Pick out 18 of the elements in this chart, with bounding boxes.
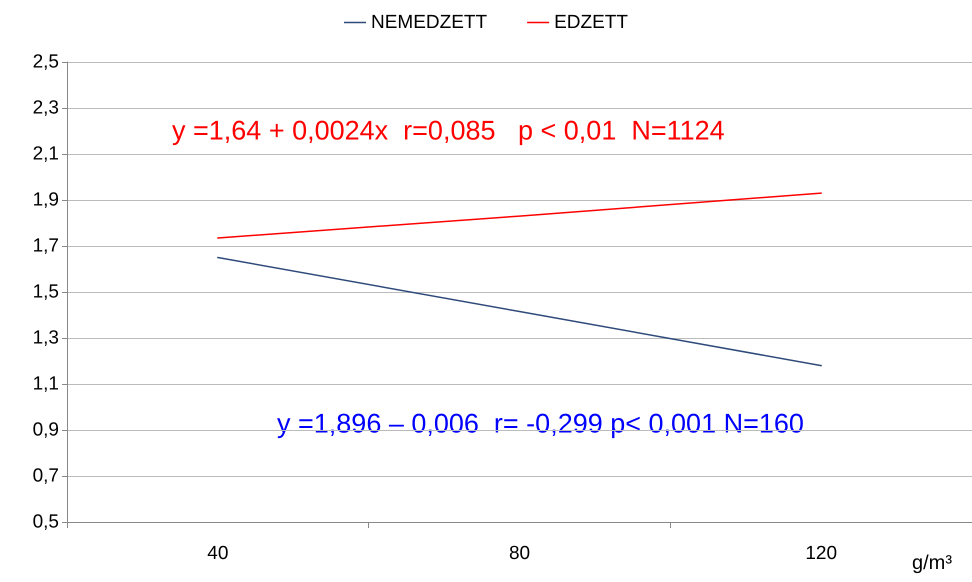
y-tick-label: 2,3 [32, 98, 59, 118]
y-tick-label: 0,5 [32, 512, 59, 532]
annotation: y =1,64 + 0,0024x r=0,085 p < 0,01 N=1124 [172, 116, 725, 146]
y-tick-label: 1,7 [32, 236, 59, 256]
y-tick-label: 1,1 [32, 374, 59, 394]
x-tick-label: 40 [207, 543, 228, 564]
legend-label: EDZETT [554, 12, 628, 33]
x-tick-label: 80 [508, 543, 530, 564]
y-tick-label: 0,7 [32, 466, 59, 486]
y-tick-label: 1,3 [32, 328, 59, 348]
legend-label: NEMEDZETT [371, 12, 488, 33]
y-tick-label: 1,5 [32, 282, 59, 302]
y-tick-label: 2,5 [32, 52, 59, 72]
y-tick-label: 0,9 [32, 420, 59, 440]
y-tick-label: 2,1 [32, 144, 59, 164]
x-axis-title: g/m³ [912, 552, 952, 574]
x-tick-label: 120 [805, 543, 838, 564]
y-tick-label: 1,9 [32, 190, 59, 210]
